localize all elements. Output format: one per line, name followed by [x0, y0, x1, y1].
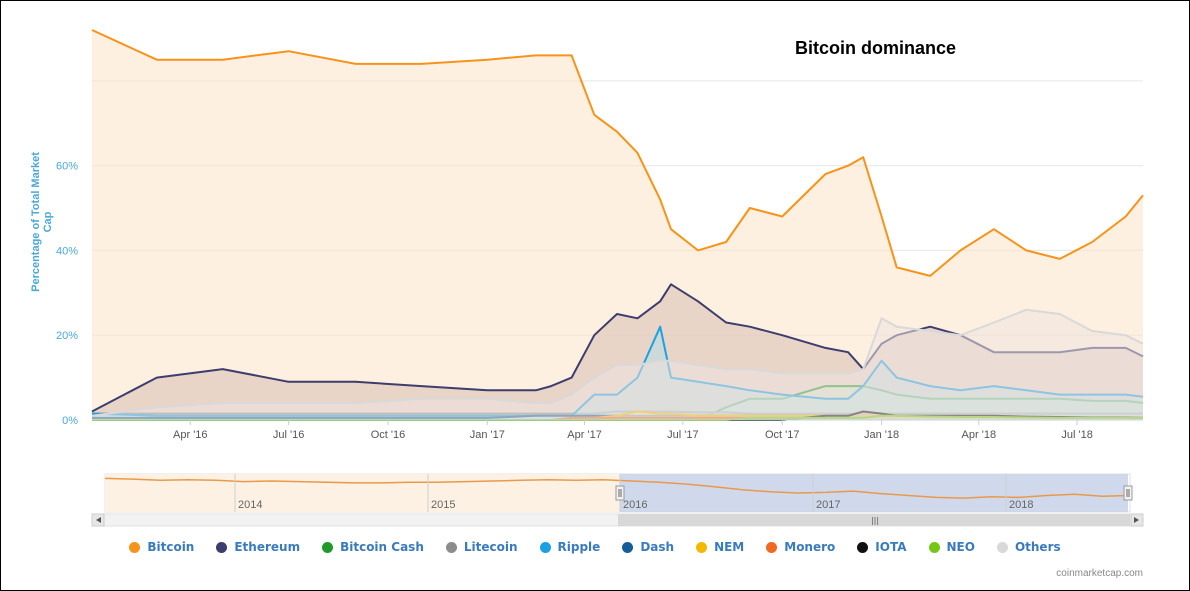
legend-dot-icon	[445, 541, 457, 553]
legend-label: IOTA	[875, 540, 907, 554]
legend-item-dash[interactable]: Dash	[622, 540, 674, 554]
x-tick-label: Apr '16	[173, 429, 208, 441]
y-tick-label: 60%	[56, 161, 78, 173]
legend-label: Ripple	[557, 540, 601, 554]
series-line-others	[91, 308, 1144, 417]
legend-item-litecoin[interactable]: Litecoin	[445, 540, 518, 554]
legend-item-monero[interactable]: Monero	[766, 540, 835, 554]
credit-link[interactable]: coinmarketcap.com	[1056, 568, 1143, 579]
legend-dot-icon	[766, 541, 778, 553]
navigator-tick-label: 2016	[623, 499, 647, 511]
legend-item-iota[interactable]: IOTA	[857, 540, 907, 554]
legend-label: NEO	[946, 540, 975, 554]
navigator-scrollbar-thumb[interactable]	[618, 514, 1130, 526]
navigator-right-handle[interactable]	[1123, 485, 1133, 501]
axis-layer: 0% 20% 40% 60% Apr '16 Jul '16 Oct '16 Jan '17 A…	[56, 161, 1143, 441]
x-tick-label: Apr '18	[962, 429, 997, 441]
legend-item-neo[interactable]: NEO	[928, 540, 975, 554]
navigator-tick-label: 2014	[238, 499, 262, 511]
x-tick-label: Apr '17	[567, 429, 602, 441]
legend-dot-icon	[928, 541, 940, 553]
legend-label: Ethereum	[234, 540, 301, 554]
legend-item-ripple[interactable]: Ripple	[539, 540, 601, 554]
legend-dot-icon	[622, 541, 634, 553]
legend-label: Bitcoin	[147, 540, 195, 554]
x-tick-label: Jul '16	[273, 429, 304, 441]
x-tick-label: Jul '17	[667, 429, 698, 441]
x-tick-label: Jan '17	[470, 429, 505, 441]
legend-label: Monero	[784, 540, 836, 554]
navigator-line	[104, 477, 1131, 499]
navigator[interactable]: 2014 2015 2016 2017 2018 |||	[91, 473, 1144, 527]
arrow-right-icon	[1134, 517, 1139, 523]
y-tick-label: 20%	[56, 330, 78, 342]
navigator-left-handle[interactable]	[615, 485, 625, 501]
navigator-tick-label: 2017	[816, 499, 840, 511]
legend-dot-icon	[129, 541, 141, 553]
legend-item-nem[interactable]: NEM	[696, 540, 744, 554]
legend-label: Dash	[640, 540, 675, 554]
legend-dot-icon	[996, 541, 1008, 553]
scrollbar-grip-icon: |||	[871, 516, 879, 525]
legend-item-bitcoin[interactable]: Bitcoin	[129, 540, 194, 554]
series-layer	[91, 29, 1144, 421]
legend-item-bitcoin-cash[interactable]: Bitcoin Cash	[322, 540, 424, 554]
legend-label: NEM	[714, 540, 745, 554]
x-tick-label: Oct '17	[765, 429, 800, 441]
y-tick-label: 40%	[56, 245, 78, 257]
legend-label: Litecoin	[463, 540, 518, 554]
y-axis-label: Percentage of Total Market Cap	[30, 152, 54, 292]
legend-label: Others	[1014, 540, 1061, 554]
legend-item-ethereum[interactable]: Ethereum	[216, 540, 300, 554]
legend: Bitcoin Ethereum Bitcoin Cash Litecoin Rippl…	[0, 540, 1190, 554]
arrow-left-icon	[96, 517, 101, 523]
legend-label: Bitcoin Cash	[340, 540, 424, 554]
legend-dot-icon	[857, 541, 869, 553]
legend-item-others[interactable]: Others	[996, 540, 1061, 554]
chart-title: Bitcoin dominance	[795, 38, 957, 58]
navigator-tick-label: 2018	[1009, 499, 1033, 511]
legend-dot-icon	[216, 541, 228, 553]
legend-dot-icon	[696, 541, 708, 553]
x-tick-label: Oct '16	[371, 429, 406, 441]
navigator-tick-label: 2015	[431, 499, 455, 511]
series-line-bitcoin	[91, 29, 1144, 277]
legend-dot-icon	[322, 541, 334, 553]
x-tick-label: Jan '18	[864, 429, 899, 441]
legend-dot-icon	[539, 541, 551, 553]
y-tick-label: 0%	[62, 415, 78, 427]
x-tick-label: Jul '18	[1061, 429, 1092, 441]
